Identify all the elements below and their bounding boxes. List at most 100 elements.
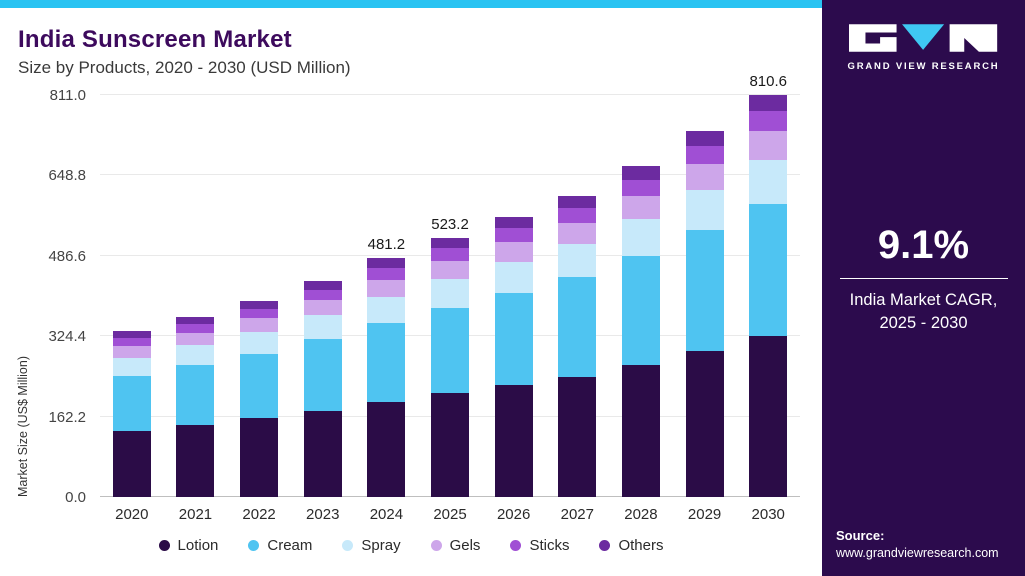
bar-segment-cream: [494, 292, 533, 385]
bar-value-label: 481.2: [367, 236, 406, 254]
bar-segment-cream: [240, 353, 279, 419]
bar-segment-others: [749, 95, 788, 112]
x-tick-label: 2029: [687, 506, 722, 523]
bar-segment-sticks: [112, 338, 151, 347]
bar-2023: [303, 280, 342, 498]
bar-segment-gels: [494, 242, 533, 262]
legend: Lotion Cream Spray Gels Sticks Others: [0, 537, 822, 554]
page-subtitle: Size by Products, 2020 - 2030 (USD Milli…: [18, 58, 351, 77]
bar-segment-cream: [367, 322, 406, 402]
cagr-stat: 9.1% India Market CAGR, 2025 - 2030: [839, 223, 1008, 335]
bar-segment-spray: [431, 279, 470, 308]
bar-column-2030: 810.6: [736, 73, 800, 498]
bar-segment-lotion: [431, 393, 470, 497]
legend-item-lotion: Lotion: [158, 537, 218, 554]
y-tick-label: 162.2: [48, 408, 86, 426]
bar-segment-others: [558, 196, 597, 209]
bar-segment-gels: [240, 318, 279, 333]
bar-segment-sticks: [685, 145, 724, 165]
cagr-label-line2: 2025 - 2030: [879, 314, 968, 333]
bar-column-2020: [100, 95, 164, 497]
bar-segment-gels: [621, 196, 660, 220]
gridline: [100, 94, 800, 95]
plot-area: 481.2 523.2 810.6: [100, 73, 800, 498]
bar-segment-sticks: [303, 289, 342, 301]
bar-segment-spray: [749, 159, 788, 204]
bar-segment-cream: [176, 365, 215, 425]
bar-segment-cream: [558, 277, 597, 377]
y-tick-label: 0.0: [65, 489, 86, 506]
y-tick-label: 648.8: [48, 167, 86, 185]
bar-segment-gels: [303, 300, 342, 316]
brand-name: GRAND VIEW RESEARCH: [847, 61, 1000, 72]
bar-2024: [367, 258, 406, 498]
bar-segment-lotion: [303, 410, 342, 498]
bar-segment-others: [494, 216, 533, 229]
bar-2027: [558, 196, 597, 497]
y-axis: 0.0 162.2 324.4 486.6 648.8 811.0: [14, 87, 94, 506]
page-title: India Sunscreen Market: [18, 26, 292, 53]
bar-segment-cream: [685, 229, 724, 351]
bar-segment-cream: [303, 339, 342, 411]
x-tick-label: 2020: [115, 506, 149, 523]
bar-2020: [112, 331, 151, 497]
x-tick-label: 2023: [306, 506, 340, 523]
bar-segment-cream: [112, 376, 151, 431]
bar-segment-cream: [749, 203, 788, 337]
x-tick-label: 2026: [496, 506, 531, 523]
cagr-label: India Market CAGR, 2025 - 2030: [840, 289, 1008, 335]
bar-segment-others: [621, 166, 660, 180]
bar-segment-sticks: [240, 308, 279, 319]
bar-segment-others: [685, 131, 724, 146]
bar-segment-sticks: [558, 208, 597, 224]
source-label: Source:: [836, 528, 885, 543]
bar-segment-spray: [494, 261, 533, 293]
bar-2026: [494, 216, 533, 497]
x-tick-label: 2030: [751, 506, 785, 523]
bar-column-2027: [545, 95, 609, 497]
legend-label: Others: [618, 537, 664, 554]
legend-dot: [430, 540, 442, 551]
bar-segment-others: [240, 300, 279, 309]
bar-segment-others: [112, 331, 151, 339]
bar-2028: [621, 166, 660, 497]
legend-item-sticks: Sticks: [510, 537, 569, 554]
cagr-label-line1: India Market CAGR,: [849, 291, 998, 310]
bar-segment-lotion: [558, 376, 597, 497]
x-tick-label: 2027: [560, 506, 594, 523]
bar-segment-lotion: [176, 424, 215, 497]
bar-column-2029: [673, 95, 737, 498]
bar-column-2028: [609, 95, 673, 497]
legend-label: Cream: [267, 537, 313, 554]
legend-label: Spray: [361, 537, 401, 554]
bar-segment-gels: [112, 346, 151, 358]
y-tick-label: 324.4: [48, 328, 86, 346]
bar-segment-spray: [558, 244, 597, 278]
bar-segment-spray: [303, 315, 342, 340]
bar-segment-gels: [367, 279, 406, 297]
bar-segment-others: [303, 280, 342, 290]
bar-segment-lotion: [112, 430, 151, 497]
x-tick-label: 2021: [178, 506, 213, 523]
bar-segment-gels: [558, 223, 597, 245]
bar-segment-lotion: [367, 401, 406, 498]
bar-segment-lotion: [621, 364, 660, 497]
bar-segment-gels: [431, 260, 470, 280]
x-tick-label: 2024: [369, 506, 404, 523]
bar-segment-gels: [685, 164, 724, 190]
x-axis-labels: 2020 2021 2022 2023 2024 2025 2026 2027 2028 2029…: [100, 506, 800, 523]
bar-column-2025: 523.2: [418, 95, 482, 497]
bar-segment-sticks: [494, 228, 533, 243]
bar-segment-others: [431, 237, 470, 248]
bar-segment-others: [367, 258, 406, 268]
cagr-value: 9.1%: [877, 223, 970, 268]
x-tick-label: 2025: [433, 506, 467, 523]
y-tick-label: 811.0: [49, 87, 86, 104]
chart: Market Size (US$ Million) 0.0 162.2 324.4 4…: [14, 73, 808, 523]
bar-segment-sticks: [367, 268, 406, 280]
legend-label: Gels: [449, 537, 481, 554]
brand-logo: GRAND VIEW RESEARCH: [848, 24, 1000, 72]
bar-segment-spray: [685, 189, 724, 230]
bar-2021: [176, 316, 215, 497]
bar-2029: [685, 131, 724, 498]
